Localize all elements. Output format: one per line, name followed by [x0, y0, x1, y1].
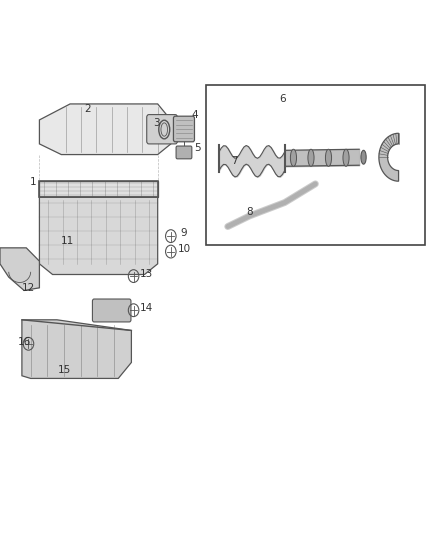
Polygon shape	[39, 181, 158, 197]
Polygon shape	[0, 248, 39, 290]
Ellipse shape	[290, 149, 297, 166]
FancyBboxPatch shape	[92, 299, 131, 322]
Text: 8: 8	[246, 207, 253, 216]
Ellipse shape	[361, 150, 366, 164]
FancyBboxPatch shape	[173, 116, 194, 142]
FancyBboxPatch shape	[176, 146, 192, 159]
Text: 14: 14	[140, 303, 153, 313]
Ellipse shape	[343, 149, 349, 166]
Polygon shape	[22, 320, 131, 378]
Polygon shape	[18, 259, 39, 288]
Text: 1: 1	[29, 177, 36, 187]
Text: 5: 5	[194, 143, 201, 152]
Ellipse shape	[308, 149, 314, 166]
Bar	[39, 181, 158, 197]
Text: 2: 2	[84, 104, 91, 114]
Text: 15: 15	[58, 366, 71, 375]
Text: 7: 7	[231, 157, 238, 166]
Text: 9: 9	[180, 228, 187, 238]
Polygon shape	[39, 197, 158, 274]
Text: 11: 11	[61, 236, 74, 246]
Bar	[206, 85, 425, 245]
Ellipse shape	[325, 149, 332, 166]
Text: 3: 3	[153, 118, 160, 127]
Text: 12: 12	[22, 283, 35, 293]
Polygon shape	[379, 133, 399, 181]
FancyBboxPatch shape	[147, 115, 177, 144]
Text: 4: 4	[191, 110, 198, 119]
Polygon shape	[39, 104, 171, 155]
Text: 6: 6	[279, 94, 286, 103]
Text: 13: 13	[140, 270, 153, 279]
Text: 10: 10	[177, 245, 191, 254]
Text: 16: 16	[18, 337, 31, 347]
